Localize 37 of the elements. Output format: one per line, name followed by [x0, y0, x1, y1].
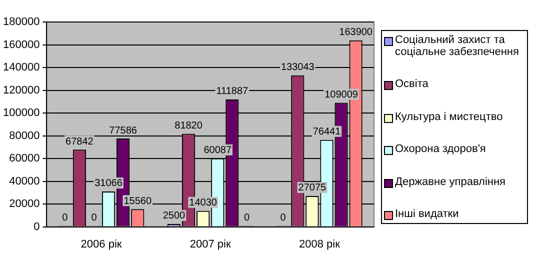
x-tick-label: 2008 рік	[299, 238, 340, 250]
legend-label: Соціальний захист та соціальне забезпечення	[395, 34, 520, 58]
data-label: 133043	[280, 62, 315, 74]
data-label: 0	[91, 212, 98, 224]
x-tick-label: 2006 рік	[80, 238, 122, 250]
data-label: 31066	[94, 178, 123, 190]
data-label: 0	[244, 212, 250, 224]
y-tick-label: 180000	[2, 16, 40, 28]
y-tick-label: 80000	[9, 130, 40, 142]
y-tick-label: 100000	[2, 107, 40, 120]
data-label: 15560	[124, 196, 152, 207]
y-tick-label: 140000	[2, 62, 40, 74]
data-label: 67842	[66, 136, 94, 148]
legend-label: Державне управління	[395, 176, 506, 188]
y-tick-label: 0	[34, 220, 40, 233]
data-label: 0	[62, 212, 68, 224]
legend-label: Охорона здоров'я	[395, 143, 486, 156]
legend-label: Інші видатки	[395, 208, 459, 220]
y-tick-label: 60000	[9, 152, 40, 165]
data-label: 0	[280, 212, 286, 224]
data-label: 60087	[204, 145, 232, 156]
data-label: 14030	[189, 198, 218, 209]
data-label: 81820	[174, 120, 203, 132]
data-label: 76441	[312, 126, 342, 138]
data-label: 111887	[216, 86, 249, 98]
y-tick-label: 120000	[2, 84, 40, 96]
legend-label: Освіта	[395, 78, 428, 90]
data-label: 163900	[339, 27, 373, 38]
y-tick-label: 160000	[2, 38, 40, 51]
data-label: 109009	[324, 90, 358, 101]
data-label: 77586	[109, 125, 138, 136]
data-label: 2500	[162, 210, 186, 222]
y-tick-label: 20000	[9, 198, 40, 210]
legend-label: Культура і мистецтво	[395, 110, 503, 123]
data-label: 27075	[298, 182, 327, 194]
x-tick-label: 2007 рік	[190, 238, 231, 250]
y-tick-label: 40000	[9, 175, 40, 188]
